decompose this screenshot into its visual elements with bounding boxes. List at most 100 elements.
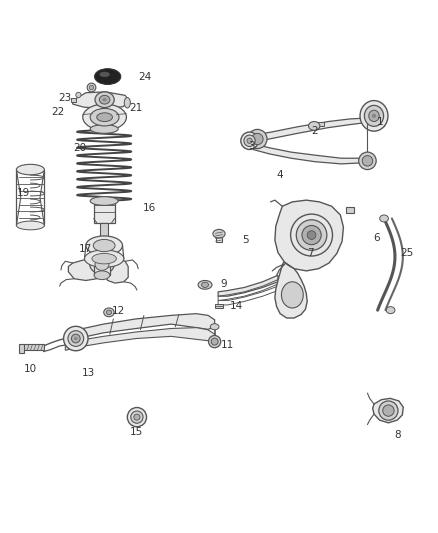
Polygon shape (105, 259, 128, 283)
Ellipse shape (99, 95, 110, 104)
Ellipse shape (131, 411, 143, 423)
Ellipse shape (247, 138, 252, 143)
Polygon shape (252, 118, 367, 142)
Text: 4: 4 (277, 170, 283, 180)
Ellipse shape (252, 133, 263, 144)
Bar (100, 223, 108, 246)
Ellipse shape (127, 408, 147, 427)
Text: 24: 24 (138, 71, 152, 82)
Text: 10: 10 (24, 364, 37, 374)
Bar (94, 201, 115, 223)
Bar (23, 344, 44, 350)
Ellipse shape (198, 280, 212, 289)
Polygon shape (19, 344, 24, 353)
Polygon shape (275, 200, 343, 271)
Ellipse shape (124, 98, 131, 108)
Ellipse shape (386, 306, 395, 313)
Ellipse shape (248, 130, 267, 149)
Ellipse shape (90, 255, 114, 274)
Ellipse shape (302, 225, 321, 245)
Text: 23: 23 (59, 93, 72, 103)
Ellipse shape (360, 101, 388, 131)
Bar (94, 263, 110, 275)
Ellipse shape (90, 108, 119, 126)
Ellipse shape (85, 250, 124, 268)
Text: 11: 11 (221, 340, 234, 350)
Ellipse shape (369, 110, 379, 122)
Ellipse shape (93, 239, 115, 252)
Ellipse shape (92, 253, 117, 264)
Polygon shape (65, 328, 215, 350)
Ellipse shape (90, 125, 118, 133)
Ellipse shape (64, 326, 88, 351)
Polygon shape (65, 313, 215, 343)
Ellipse shape (383, 405, 394, 416)
Ellipse shape (244, 135, 255, 147)
Text: 8: 8 (395, 430, 401, 440)
Ellipse shape (210, 324, 219, 330)
Text: 1: 1 (377, 117, 384, 127)
Ellipse shape (102, 98, 107, 101)
Ellipse shape (307, 231, 316, 239)
Ellipse shape (97, 113, 113, 122)
Ellipse shape (94, 271, 110, 280)
Ellipse shape (89, 85, 94, 90)
Ellipse shape (68, 330, 84, 346)
Polygon shape (218, 275, 278, 296)
Text: 21: 21 (129, 103, 143, 114)
Ellipse shape (290, 214, 332, 256)
Polygon shape (215, 304, 223, 308)
Ellipse shape (16, 164, 44, 175)
Polygon shape (68, 260, 100, 280)
Ellipse shape (90, 197, 118, 205)
Ellipse shape (241, 132, 258, 149)
Ellipse shape (282, 282, 303, 308)
Polygon shape (275, 262, 307, 318)
Text: 12: 12 (112, 306, 125, 316)
Ellipse shape (372, 114, 376, 118)
Bar (215, 231, 223, 243)
Ellipse shape (208, 335, 221, 348)
Bar (314, 122, 324, 126)
Ellipse shape (87, 83, 96, 92)
Text: 19: 19 (17, 188, 30, 198)
Polygon shape (73, 92, 130, 108)
Text: 6: 6 (373, 233, 379, 243)
Ellipse shape (364, 106, 384, 126)
Ellipse shape (308, 122, 320, 130)
Text: 15: 15 (129, 427, 143, 438)
Ellipse shape (71, 334, 80, 343)
Ellipse shape (362, 156, 373, 166)
Ellipse shape (95, 258, 109, 270)
Text: 9: 9 (220, 279, 227, 289)
Text: 25: 25 (400, 248, 413, 259)
Text: 17: 17 (79, 244, 92, 254)
Ellipse shape (296, 220, 327, 251)
Text: 22: 22 (51, 107, 64, 117)
Text: 2: 2 (312, 126, 318, 136)
Text: 13: 13 (81, 368, 95, 378)
Bar (100, 117, 108, 129)
Text: 5: 5 (242, 235, 248, 245)
Bar (346, 207, 354, 213)
Ellipse shape (99, 72, 110, 77)
Bar (71, 98, 76, 102)
Ellipse shape (201, 282, 208, 287)
Ellipse shape (104, 308, 114, 317)
Ellipse shape (379, 401, 398, 420)
Ellipse shape (359, 152, 376, 169)
Ellipse shape (83, 104, 127, 130)
Ellipse shape (95, 69, 121, 84)
Ellipse shape (95, 92, 114, 108)
Ellipse shape (106, 310, 112, 314)
Ellipse shape (134, 414, 140, 420)
Ellipse shape (16, 221, 44, 230)
Text: 16: 16 (142, 203, 156, 213)
Polygon shape (373, 398, 403, 423)
Text: 14: 14 (230, 301, 243, 311)
Ellipse shape (380, 215, 389, 222)
Ellipse shape (86, 236, 123, 255)
Ellipse shape (76, 92, 81, 98)
Text: 7: 7 (307, 248, 314, 259)
Ellipse shape (211, 338, 218, 345)
